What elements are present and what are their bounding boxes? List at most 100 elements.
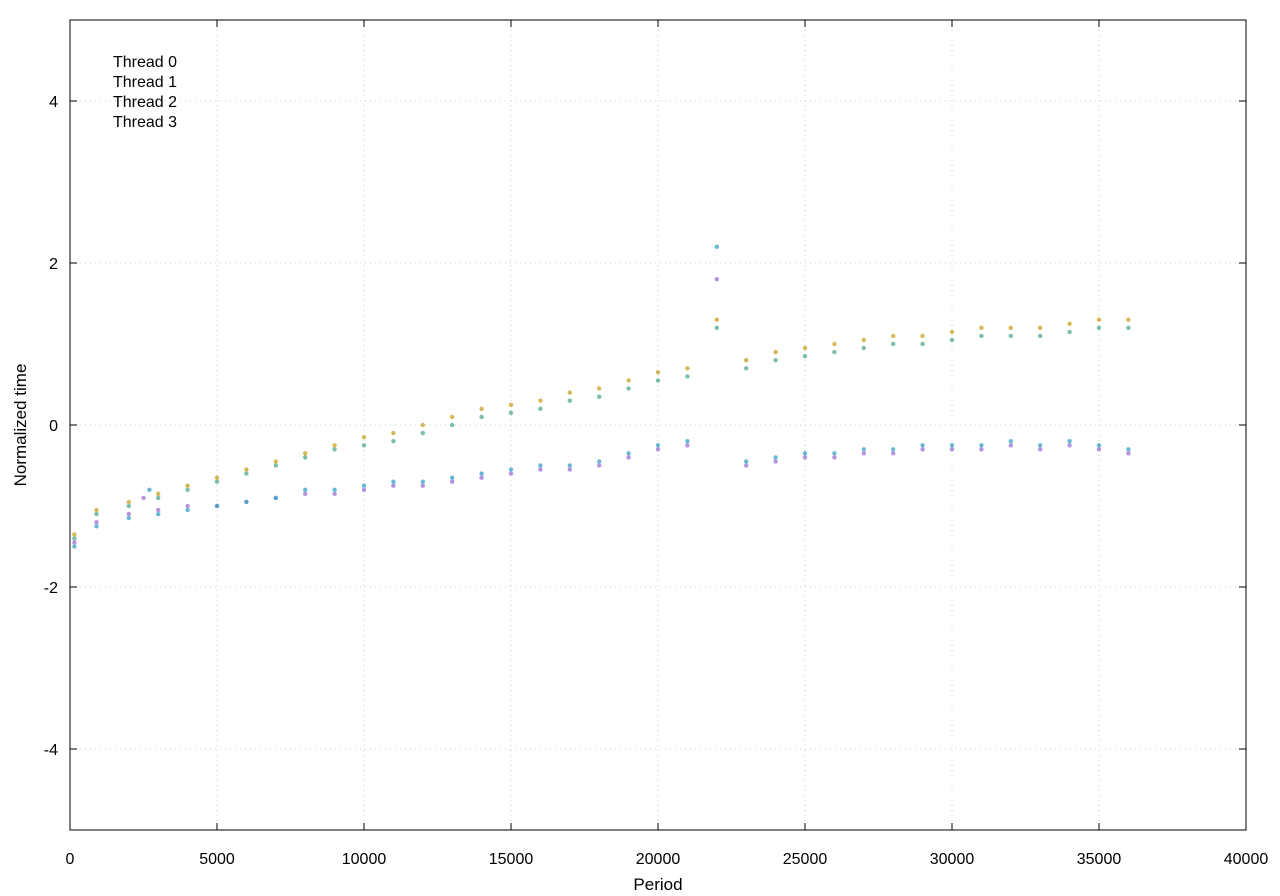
data-point bbox=[244, 471, 249, 476]
data-point bbox=[303, 455, 308, 460]
data-point bbox=[361, 443, 367, 448]
data-point bbox=[391, 430, 396, 436]
data-point bbox=[1067, 443, 1072, 448]
data-point bbox=[72, 544, 77, 549]
data-point bbox=[479, 471, 484, 476]
data-point bbox=[1038, 443, 1043, 448]
data-point bbox=[1067, 439, 1072, 444]
series-1 bbox=[72, 244, 1131, 549]
data-point bbox=[538, 398, 543, 403]
data-point bbox=[185, 503, 190, 509]
data-point bbox=[126, 511, 131, 517]
data-point bbox=[655, 370, 661, 375]
scatter-points bbox=[72, 244, 1131, 549]
data-point bbox=[303, 451, 308, 456]
data-point bbox=[597, 463, 602, 468]
data-point bbox=[1067, 321, 1072, 326]
data-point bbox=[949, 329, 955, 335]
data-point bbox=[920, 447, 925, 452]
data-point bbox=[126, 515, 131, 521]
data-point bbox=[832, 455, 837, 460]
data-point bbox=[1008, 443, 1013, 448]
data-point bbox=[567, 463, 572, 468]
data-point bbox=[1038, 447, 1043, 452]
data-point bbox=[714, 277, 719, 282]
data-point bbox=[891, 451, 896, 456]
data-point bbox=[508, 467, 514, 472]
data-point bbox=[273, 495, 278, 501]
data-point bbox=[332, 487, 337, 492]
data-point bbox=[361, 483, 367, 488]
data-point bbox=[273, 459, 278, 464]
data-point bbox=[891, 341, 896, 347]
data-point bbox=[744, 459, 749, 464]
data-point bbox=[567, 398, 572, 403]
data-point bbox=[949, 447, 955, 452]
data-point bbox=[773, 455, 778, 460]
y-axis-label: Normalized time bbox=[11, 364, 30, 487]
data-point bbox=[1126, 325, 1131, 330]
x-tick-label: 25000 bbox=[783, 851, 828, 868]
data-point bbox=[450, 479, 455, 484]
data-point bbox=[185, 507, 190, 513]
data-point bbox=[156, 511, 161, 517]
data-point bbox=[508, 410, 514, 415]
data-point bbox=[861, 337, 866, 343]
data-point bbox=[773, 358, 778, 363]
data-point bbox=[303, 487, 308, 492]
data-point bbox=[655, 443, 661, 448]
grid-lines bbox=[70, 20, 1246, 830]
data-point bbox=[450, 475, 455, 480]
data-point bbox=[891, 333, 896, 339]
data-point bbox=[450, 422, 455, 428]
data-point bbox=[508, 402, 514, 407]
y-tick-label: 0 bbox=[49, 418, 58, 435]
data-point bbox=[626, 455, 631, 460]
data-point bbox=[72, 540, 77, 545]
data-point bbox=[979, 333, 984, 339]
data-point bbox=[1096, 447, 1102, 452]
data-point bbox=[244, 467, 249, 472]
data-point bbox=[802, 455, 808, 460]
data-point bbox=[332, 491, 337, 496]
x-tick-label: 15000 bbox=[489, 851, 534, 868]
data-point bbox=[141, 495, 146, 501]
legend-entry: Thread 2 bbox=[113, 94, 177, 111]
legend-entry: Thread 0 bbox=[113, 54, 177, 71]
data-point bbox=[626, 386, 631, 391]
data-point bbox=[861, 447, 866, 452]
data-point bbox=[420, 483, 425, 488]
data-point bbox=[949, 337, 955, 343]
data-point bbox=[597, 386, 602, 391]
data-point bbox=[920, 443, 925, 448]
data-point bbox=[861, 451, 866, 456]
data-point bbox=[685, 443, 690, 448]
data-point bbox=[214, 475, 220, 480]
data-point bbox=[1126, 451, 1131, 456]
data-point bbox=[1126, 447, 1131, 452]
data-point bbox=[744, 366, 749, 371]
data-point bbox=[832, 341, 837, 347]
data-point bbox=[450, 414, 455, 420]
data-point bbox=[1038, 325, 1043, 330]
data-point bbox=[361, 487, 367, 492]
data-point bbox=[714, 325, 719, 330]
series-2 bbox=[72, 325, 1131, 541]
legend: Thread 0 Thread 1 Thread 2 Thread 3 bbox=[113, 54, 177, 131]
data-point bbox=[332, 447, 337, 452]
data-point bbox=[861, 345, 866, 351]
data-point bbox=[744, 463, 749, 468]
data-point bbox=[420, 422, 425, 428]
data-point bbox=[185, 483, 190, 488]
data-point bbox=[538, 467, 543, 472]
data-point bbox=[72, 536, 77, 541]
data-point bbox=[891, 447, 896, 452]
data-point bbox=[802, 354, 808, 359]
data-point bbox=[420, 430, 425, 436]
data-point bbox=[626, 451, 631, 456]
data-point bbox=[1038, 333, 1043, 339]
data-point bbox=[1096, 325, 1102, 330]
data-point bbox=[72, 532, 77, 537]
data-point bbox=[979, 325, 984, 330]
data-point bbox=[1008, 325, 1013, 330]
